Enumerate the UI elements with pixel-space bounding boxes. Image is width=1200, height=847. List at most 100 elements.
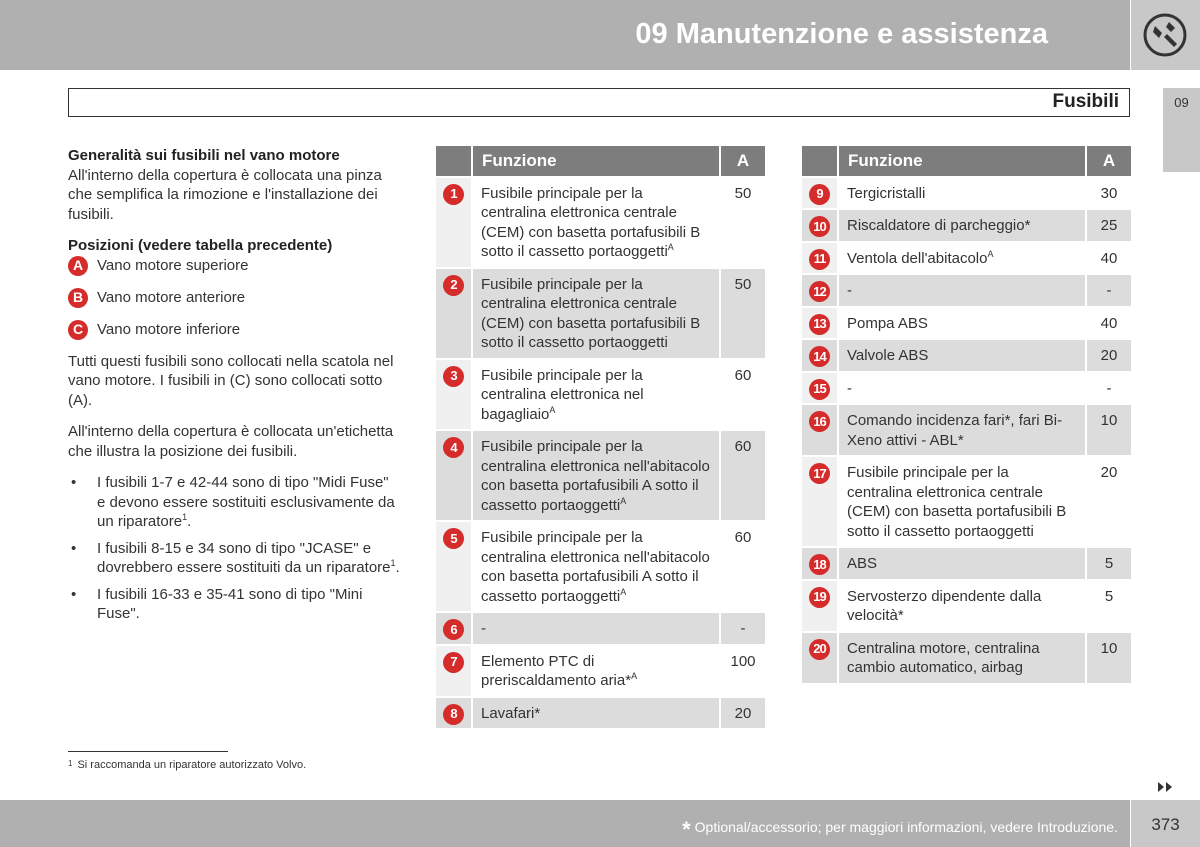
amps-cell: 60 [719, 429, 767, 522]
number-cell: 4 [434, 429, 473, 522]
fuse-function: Centralina motore, centralina cambio aut… [847, 639, 1040, 677]
function-cell: Fusibile principale per la centralina el… [471, 357, 721, 431]
function-note: A [549, 404, 556, 415]
paragraph: All'interno della copertura è collocata … [68, 166, 382, 223]
fuse-number: 12 [809, 281, 830, 302]
fuse-function: Fusibile principale per la centralina el… [481, 366, 644, 423]
header-cell [434, 144, 473, 178]
function-cell: ABS [837, 546, 1087, 581]
function-cell: Valvole ABS [837, 338, 1087, 373]
fuse-row: 19 Servosterzo dipendente dalla velocità*… [800, 578, 1133, 633]
function-cell: Fusibile principale per la centralina el… [471, 520, 721, 613]
position-text: Vano motore anteriore [97, 288, 246, 306]
fuse-function: Lavafari* [481, 704, 541, 722]
function-cell: Fusibile principale per la centralina el… [837, 455, 1087, 548]
position-letter: A [68, 255, 88, 276]
fuse-function: Valvole ABS [847, 347, 929, 364]
heading: Posizioni (vedere tabella precedente) [68, 237, 333, 254]
bullet-item: • I fusibili 16-33 e 35-41 sono di tipo "… [68, 585, 400, 624]
fuse-function: Comando incidenza fari*, fari Bi-Xeno at… [847, 412, 1063, 449]
fuse-function: - [847, 379, 852, 397]
fuse-table-wrap: Funzione A 1 Fusibile principale per la cen… [434, 144, 767, 730]
footnote-rule [68, 751, 228, 752]
position-letter: C [68, 319, 88, 340]
number-cell: 9 [800, 175, 839, 210]
number-cell: 16 [800, 403, 839, 457]
fuse-row: 11 Ventola dell'abitacoloA 40 [800, 240, 1133, 275]
bullet-list: • I fusibili 1-7 e 42-44 sono di tipo "Mi… [68, 473, 400, 624]
amps-cell: 60 [719, 357, 767, 431]
fuse-row: 12- - [800, 273, 1133, 308]
number-cell: 3 [434, 357, 473, 431]
chapter-title: 09 Manutenzione e assistenza [635, 18, 1048, 50]
bullet-end: . [395, 559, 400, 576]
footnote-ref: 1 [390, 558, 396, 568]
bullet-item: • I fusibili 8-15 e 34 sono di tipo "JCAS… [68, 539, 400, 578]
footnote: 1 Si raccomanda un riparatore autorizzato… [68, 759, 306, 771]
fuse-number: 9 [809, 183, 830, 205]
function-cell: Ventola dell'abitacoloA [837, 240, 1087, 275]
function-note: A [620, 586, 627, 597]
number-cell: 20 [800, 630, 839, 685]
amps-cell: 50 [719, 266, 767, 360]
amps-cell: - [719, 611, 767, 646]
position-item: B Vano motore anteriore [68, 287, 400, 308]
fuse-function: - [481, 620, 486, 637]
number-cell: 6 [434, 611, 473, 646]
fuse-number: 19 [809, 586, 830, 608]
position-item: A Vano motore superiore [68, 255, 400, 276]
fuse-number: 8 [443, 703, 464, 725]
fuse-function: Riscaldatore di parcheggio* [847, 217, 1031, 234]
amps-cell: 50 [719, 175, 767, 269]
number-cell: 13 [800, 305, 839, 340]
fuse-row: 7 Elemento PTC di preriscaldamento aria*A… [434, 643, 767, 698]
fuse-table-wrap: Funzione A 9 Tergicristalli 30 10 Riscaldatore… [800, 144, 1133, 685]
fuse-number: 6 [443, 619, 464, 640]
fuse-row: 17 Fusibile principale per la centralina … [800, 455, 1133, 548]
function-note: A [620, 495, 627, 506]
bullet-text: I fusibili 8-15 e 34 sono di tipo "JCASE… [97, 539, 391, 577]
position-list: A Vano motore superiore B Vano motore anter… [68, 255, 400, 340]
fuse-number: 13 [809, 313, 830, 335]
number-cell: 5 [434, 520, 473, 613]
amps-cell: 5 [1085, 546, 1133, 581]
amps-cell: 10 [1085, 403, 1133, 457]
fuse-number: 2 [443, 274, 464, 296]
fuse-function: Tergicristalli [847, 184, 926, 202]
paragraph: All'interno della copertura è collocata … [68, 423, 394, 460]
amps-cell: 30 [1085, 175, 1133, 210]
number-cell: 10 [800, 208, 839, 243]
amps-cell: 60 [719, 520, 767, 613]
position-text: Vano motore inferiore [97, 320, 241, 338]
page-number: 373 [1131, 800, 1200, 847]
bullet-end: . [187, 513, 192, 530]
amps-cell: 100 [719, 643, 767, 698]
function-cell: Fusibile principale per la centralina el… [471, 175, 721, 269]
position-item: C Vano motore inferiore [68, 319, 400, 340]
header-cell: A [1085, 144, 1133, 178]
header-band: 09 Manutenzione e assistenza [0, 0, 1130, 70]
function-cell: - [471, 611, 721, 646]
bullet-dot: • [71, 539, 77, 557]
fuse-function: Fusibile principale per la centralina el… [481, 184, 701, 261]
next-arrows [1158, 782, 1172, 792]
header-cell: Funzione [837, 144, 1087, 178]
function-cell: Tergicristalli [837, 175, 1087, 210]
function-cell: Fusibile principale per la centralina el… [471, 429, 721, 522]
fuse-row: 5 Fusibile principale per la centralina e… [434, 520, 767, 613]
number-cell: 17 [800, 455, 839, 548]
number-cell: 1 [434, 175, 473, 269]
amps-cell: 40 [1085, 305, 1133, 340]
fuse-row: 8 Lavafari* 20 [434, 695, 767, 730]
function-note: A [987, 248, 994, 259]
fuse-number: 1 [443, 183, 464, 205]
header-cell: A [719, 144, 767, 178]
fuse-function: - [847, 282, 852, 299]
fuse-function: Servosterzo dipendente dalla velocità* [847, 587, 1042, 625]
number-cell: 8 [434, 695, 473, 730]
fuse-number: 18 [809, 554, 830, 575]
fuse-function: ABS [847, 555, 878, 572]
fuse-row: 3 Fusibile principale per la centralina e… [434, 357, 767, 431]
fuse-function: Fusibile principale per la centralina el… [481, 438, 710, 514]
